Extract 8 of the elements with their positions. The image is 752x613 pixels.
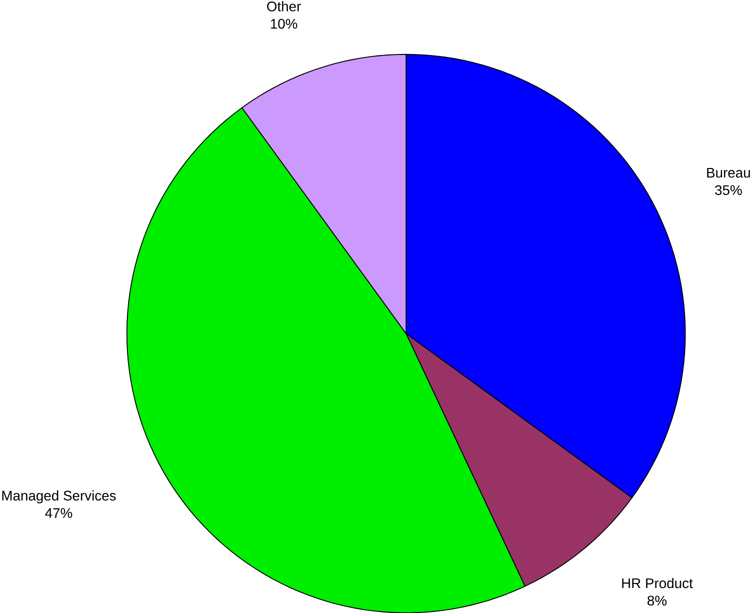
slice-label: Other: [267, 1, 301, 12]
data-label: 8%: [648, 596, 667, 606]
slice-label: Managed Services: [2, 490, 116, 504]
data-label: 47%: [45, 508, 72, 518]
data-label: 35%: [715, 185, 742, 195]
slice-label: HR Product: [622, 578, 693, 588]
data-label: 10%: [270, 18, 298, 29]
slice-label: Bureau: [707, 168, 750, 178]
